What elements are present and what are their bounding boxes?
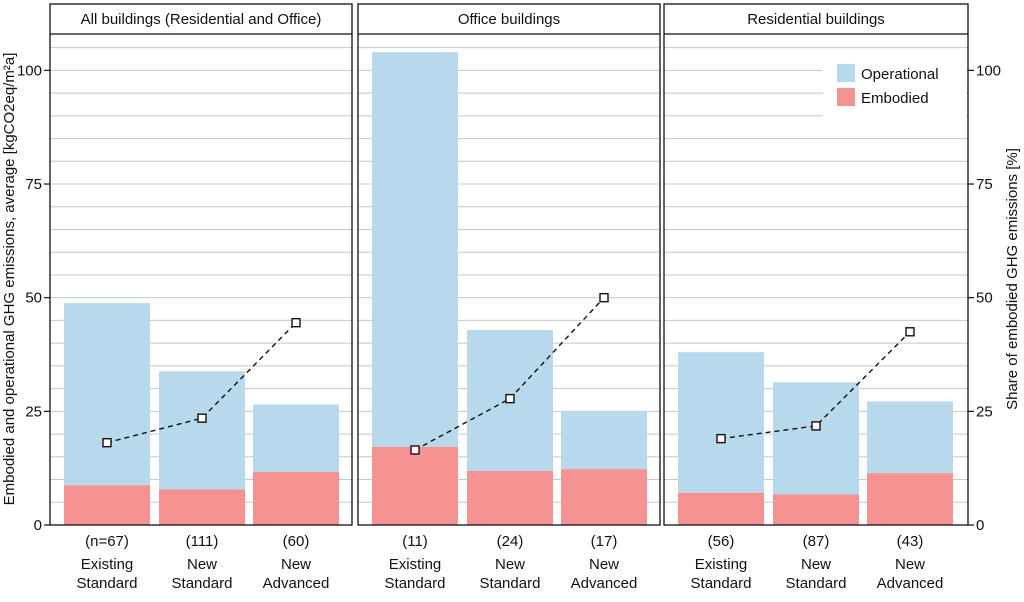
legend-label-embodied: Embodied — [861, 90, 929, 107]
left-tick-label: 0 — [34, 517, 42, 534]
share-marker — [102, 438, 112, 448]
legend-label-operational: Operational — [861, 66, 939, 83]
category-label: Advanced — [877, 575, 944, 592]
category-label: New — [801, 556, 831, 573]
category-count-label: (111) — [186, 533, 219, 550]
left-tick-label: 75 — [25, 176, 42, 193]
share-line — [720, 331, 911, 440]
bar-operational — [64, 303, 150, 486]
category-label: New — [281, 556, 311, 573]
bar-operational — [678, 352, 764, 493]
category-label: Standard — [691, 575, 752, 592]
bar-embodied — [467, 470, 553, 525]
panel-1: All buildings (Residential and Office) (n… — [49, 3, 353, 592]
panel-frame — [357, 3, 661, 526]
left-tick-label: 50 — [25, 290, 42, 307]
panel-3: Residential buildings (56) Existing Standar… — [663, 3, 969, 592]
category-count-label: (24) — [497, 533, 524, 550]
category-label: Existing — [81, 556, 134, 573]
share-marker — [599, 292, 609, 303]
legend-swatch-embodied — [837, 88, 855, 106]
bar-embodied — [159, 489, 245, 525]
bar-embodied — [561, 469, 647, 525]
share-marker — [410, 445, 420, 455]
panel-frame — [49, 3, 353, 526]
category-label: New — [495, 556, 525, 573]
share-marker — [505, 393, 515, 404]
category-count-label: (60) — [283, 533, 310, 550]
category-label: New — [589, 556, 619, 573]
category-label: New — [187, 556, 217, 573]
category-label: Standard — [786, 575, 847, 592]
legend-swatch-operational — [837, 64, 855, 82]
panel-title: Office buildings — [458, 11, 560, 28]
category-count-label: (87) — [803, 533, 830, 550]
bar-operational — [372, 52, 458, 447]
y-axis-left-title: Embodied and operational GHG emissions, … — [1, 53, 18, 506]
bar-embodied — [773, 494, 859, 525]
bar-embodied — [867, 473, 953, 525]
bar-embodied — [678, 492, 764, 525]
category-count-label: (17) — [591, 533, 618, 550]
category-label: Advanced — [263, 575, 330, 592]
bar-embodied — [64, 485, 150, 525]
share-marker — [197, 413, 207, 423]
left-tick-label: 25 — [25, 403, 42, 420]
bar-operational — [253, 404, 339, 472]
category-label: Standard — [172, 575, 233, 592]
legend: Operational Embodied — [823, 60, 966, 120]
bar-operational — [867, 401, 953, 474]
category-label: Standard — [385, 575, 446, 592]
panel-frame — [663, 3, 969, 526]
right-tick-label: 0 — [976, 517, 984, 534]
category-count-label: (56) — [708, 533, 735, 550]
category-count-label: (43) — [897, 533, 924, 550]
bar-operational — [159, 371, 245, 490]
category-label: Advanced — [571, 575, 638, 592]
bar-operational — [561, 411, 647, 470]
panel-title: Residential buildings — [747, 11, 885, 28]
share-marker — [811, 421, 821, 431]
share-marker — [716, 433, 726, 444]
right-tick-label: 50 — [976, 290, 993, 307]
category-label: Standard — [77, 575, 138, 592]
bar-embodied — [253, 471, 339, 525]
bar-embodied — [372, 446, 458, 525]
right-tick-label: 100 — [976, 62, 1001, 79]
y-axis-right-title: Share of embodied GHG emissions [%] — [1004, 148, 1021, 410]
right-tick-label: 25 — [976, 403, 993, 420]
share-marker — [291, 317, 301, 328]
panel-2: Office buildings (11) Existing Standard (24)… — [357, 3, 661, 592]
category-label: Standard — [480, 575, 541, 592]
category-label: New — [895, 556, 925, 573]
bar-operational — [773, 382, 859, 495]
category-count-label: (n=67) — [85, 533, 129, 550]
panel-title: All buildings (Residential and Office) — [81, 11, 322, 28]
category-count-label: (11) — [402, 533, 428, 550]
left-tick-label: 100 — [17, 62, 42, 79]
category-label: Existing — [695, 556, 748, 573]
category-label: Existing — [389, 556, 442, 573]
share-marker — [905, 327, 915, 337]
right-tick-label: 75 — [976, 176, 993, 193]
